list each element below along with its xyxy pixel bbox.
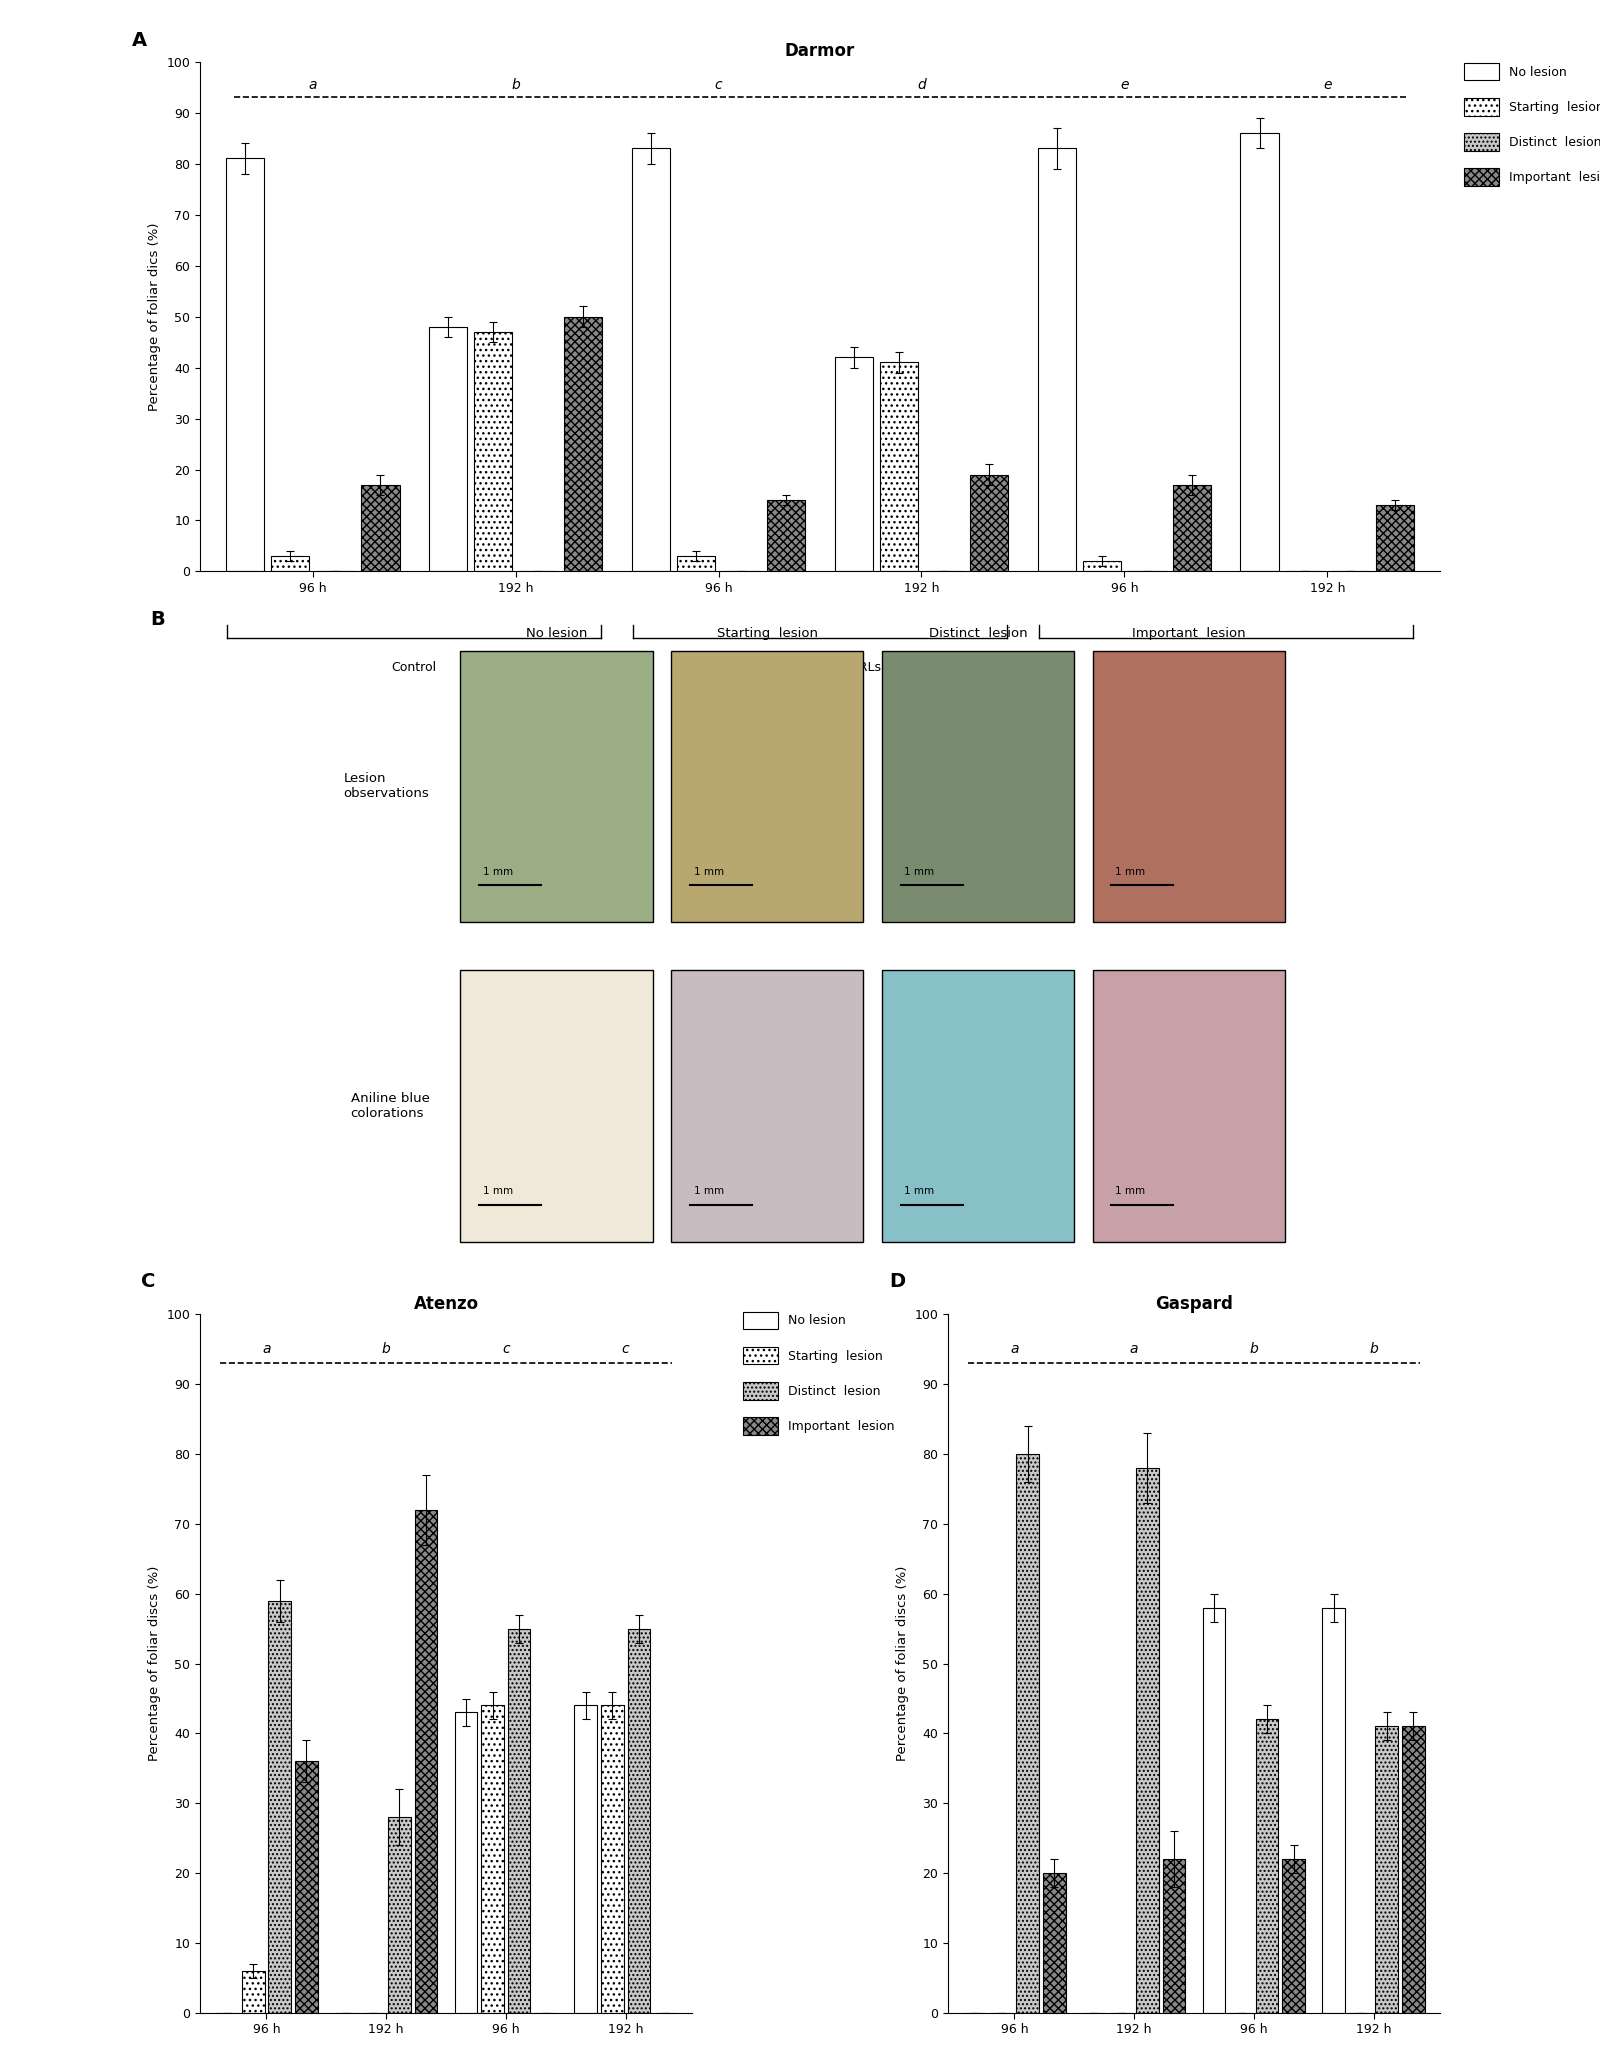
Bar — [1173, 485, 1211, 571]
Text: 1 mm: 1 mm — [693, 1187, 723, 1195]
Text: D: D — [890, 1271, 906, 1292]
Bar — [414, 1510, 437, 2013]
Text: b: b — [1250, 1341, 1258, 1356]
Bar — [766, 499, 805, 571]
Bar — [474, 333, 512, 571]
Text: e: e — [1323, 78, 1331, 92]
Bar — [269, 1600, 291, 2013]
Bar — [461, 651, 653, 922]
Text: 1 mm: 1 mm — [1115, 867, 1146, 877]
Text: Important  lesion: Important lesion — [1133, 626, 1246, 641]
Bar — [1376, 505, 1414, 571]
Text: 1 mm: 1 mm — [483, 1187, 514, 1195]
Bar — [1256, 1719, 1278, 2013]
Bar — [1016, 1454, 1038, 2013]
Text: Distinct  lesion: Distinct lesion — [928, 626, 1027, 641]
Text: Aniline blue
colorations: Aniline blue colorations — [350, 1093, 429, 1119]
Text: c: c — [502, 1341, 510, 1356]
Bar — [970, 474, 1008, 571]
Bar — [602, 1705, 624, 2013]
Text: c: c — [622, 1341, 629, 1356]
Bar — [1203, 1608, 1226, 2013]
Bar — [1083, 561, 1122, 571]
Text: 1 mm: 1 mm — [1115, 1187, 1146, 1195]
Text: B: B — [150, 610, 165, 629]
Text: C: C — [141, 1271, 155, 1292]
Bar — [672, 969, 864, 1243]
Y-axis label: Percentage of foliar discs (%): Percentage of foliar discs (%) — [147, 1565, 162, 1760]
Bar — [1283, 1859, 1306, 2013]
Text: a: a — [1010, 1341, 1019, 1356]
Bar — [270, 557, 309, 571]
Bar — [632, 148, 670, 571]
Bar — [1136, 1469, 1158, 2013]
Bar — [226, 158, 264, 571]
Bar — [627, 1629, 650, 2013]
Bar — [461, 969, 653, 1243]
Bar — [1093, 969, 1285, 1243]
Text: 1 mm: 1 mm — [483, 867, 514, 877]
Y-axis label: Percentage of foliar discs (%): Percentage of foliar discs (%) — [896, 1565, 909, 1760]
Text: A: A — [131, 31, 147, 49]
Bar — [362, 485, 400, 571]
Text: 1 mm: 1 mm — [693, 867, 723, 877]
Bar — [882, 969, 1074, 1243]
Bar — [482, 1705, 504, 2013]
Bar — [454, 1713, 477, 2013]
Bar — [1240, 134, 1278, 571]
Text: b: b — [512, 78, 520, 92]
Bar — [429, 327, 467, 571]
Bar — [882, 651, 1074, 922]
Bar — [565, 316, 603, 571]
Bar — [1402, 1727, 1424, 2013]
Text: 1 mm: 1 mm — [904, 867, 934, 877]
Text: Starting  lesion: Starting lesion — [717, 626, 818, 641]
Bar — [574, 1705, 597, 2013]
Text: No lesion: No lesion — [526, 626, 587, 641]
Bar — [677, 557, 715, 571]
Legend: No lesion, Starting  lesion, Distinct  lesion, Important  lesion: No lesion, Starting lesion, Distinct les… — [738, 1306, 899, 1440]
Text: 0.006 mg mL⁻¹ RLs: 0.006 mg mL⁻¹ RLs — [760, 661, 880, 674]
Bar — [1043, 1873, 1066, 2013]
Y-axis label: Percentage of foliar dics (%): Percentage of foliar dics (%) — [147, 222, 162, 411]
Bar — [672, 651, 864, 922]
Title: Darmor: Darmor — [786, 41, 854, 60]
Title: Gaspard: Gaspard — [1155, 1294, 1234, 1313]
Text: c: c — [715, 78, 722, 92]
Bar — [294, 1762, 318, 2013]
Text: Lesion
observations: Lesion observations — [344, 772, 429, 801]
Text: e: e — [1120, 78, 1128, 92]
Text: 0.06 mg mL⁻¹ RLs: 0.06 mg mL⁻¹ RLs — [1170, 661, 1282, 674]
Text: 1 mm: 1 mm — [904, 1187, 934, 1195]
Bar — [242, 1972, 264, 2013]
Bar — [1037, 148, 1075, 571]
Bar — [1093, 651, 1285, 922]
Text: a: a — [262, 1341, 270, 1356]
Bar — [1376, 1727, 1398, 2013]
Bar — [507, 1629, 531, 2013]
Text: b: b — [1370, 1341, 1378, 1356]
Text: b: b — [382, 1341, 390, 1356]
Bar — [880, 362, 918, 571]
Text: Control: Control — [392, 661, 437, 674]
Text: d: d — [917, 78, 926, 92]
Bar — [835, 357, 874, 571]
Legend: No lesion, Starting  lesion, Distinct  lesion, Important  lesion: No lesion, Starting lesion, Distinct les… — [1459, 58, 1600, 191]
Title: Atenzo: Atenzo — [413, 1294, 478, 1313]
Bar — [1322, 1608, 1346, 2013]
Bar — [389, 1818, 411, 2013]
Text: a: a — [1130, 1341, 1138, 1356]
Text: a: a — [309, 78, 317, 92]
Bar — [1163, 1859, 1186, 2013]
